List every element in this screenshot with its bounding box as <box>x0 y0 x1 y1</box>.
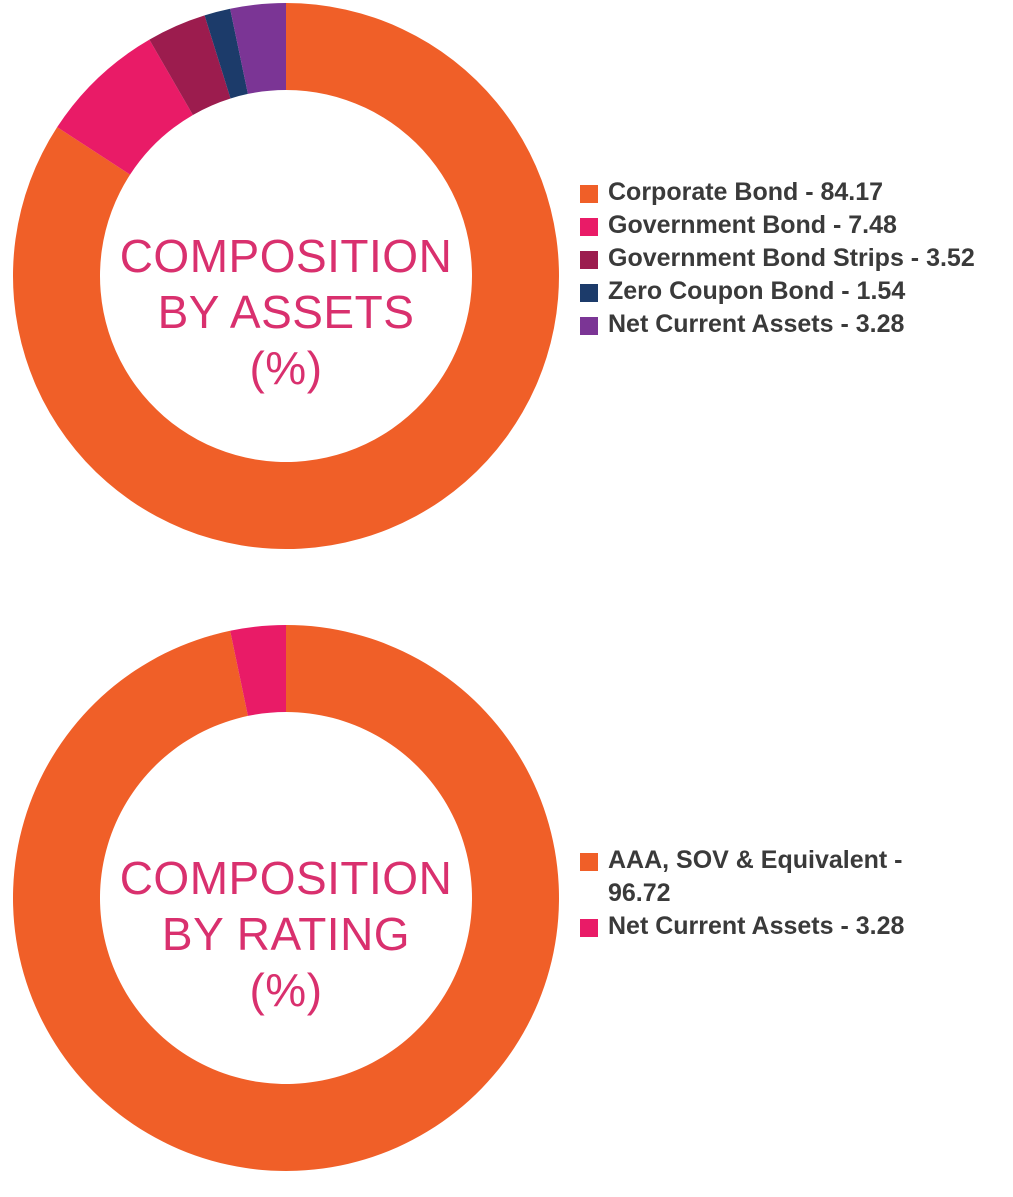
chart-title-line-1: COMPOSITION <box>119 230 453 282</box>
legend-label: Corporate Bond - 84.17 <box>608 178 884 206</box>
legend-swatch <box>580 218 598 236</box>
legend-item: Net Current Assets - 3.28 <box>578 308 1008 341</box>
chart-title-line-1: COMPOSITION <box>119 852 453 904</box>
legend-rating: AAA, SOV & Equivalent - 96.72 Net Curren… <box>578 844 1008 943</box>
legend-swatch <box>580 919 598 937</box>
donut-slice <box>12 3 559 549</box>
chart-title-rating: COMPOSITION BY RATING (%) <box>86 850 486 1018</box>
legend-label: Government Bond Strips - 3.52 <box>608 244 975 272</box>
legend-label: Government Bond - 7.48 <box>608 211 897 239</box>
legend-item: Net Current Assets - 3.28 <box>578 910 1008 943</box>
legend-item: Government Bond Strips - 3.52 <box>578 242 1008 275</box>
legend-item: AAA, SOV & Equivalent - 96.72 <box>578 844 1008 910</box>
donut-slice <box>204 8 248 99</box>
donut-slice <box>57 39 193 175</box>
legend-assets: Corporate Bond - 84.17 Government Bond -… <box>578 176 1008 341</box>
donut-slice <box>230 625 286 716</box>
donut-slice <box>149 15 231 115</box>
donut-chart-assets <box>12 3 559 549</box>
legend-swatch <box>580 284 598 302</box>
chart-title-line-2: BY RATING <box>161 908 411 960</box>
legend-swatch <box>580 185 598 203</box>
chart-title-line-2: BY ASSETS <box>157 286 415 338</box>
donut-chart-rating <box>13 625 560 1171</box>
legend-label: Net Current Assets - 3.28 <box>608 912 905 940</box>
legend-item: Government Bond - 7.48 <box>578 209 1008 242</box>
legend-item: Zero Coupon Bond - 1.54 <box>578 275 1008 308</box>
legend-swatch <box>580 853 598 871</box>
chart-title-line-3: (%) <box>249 342 323 394</box>
donut-slice <box>13 625 560 1171</box>
legend-label: Net Current Assets - 3.28 <box>608 310 905 338</box>
chart-title-line-3: (%) <box>249 964 323 1016</box>
legend-swatch <box>580 317 598 335</box>
legend-label: AAA, SOV & Equivalent - 96.72 <box>608 846 903 907</box>
chart-composition-by-rating: COMPOSITION BY RATING (%) AAA, SOV & Equ… <box>0 622 1013 1182</box>
chart-title-assets: COMPOSITION BY ASSETS (%) <box>86 228 486 396</box>
donut-slice <box>230 3 286 94</box>
legend-label: Zero Coupon Bond - 1.54 <box>608 277 906 305</box>
chart-composition-by-assets: COMPOSITION BY ASSETS (%) Corporate Bond… <box>0 0 1013 560</box>
legend-item: Corporate Bond - 84.17 <box>578 176 1008 209</box>
legend-swatch <box>580 251 598 269</box>
